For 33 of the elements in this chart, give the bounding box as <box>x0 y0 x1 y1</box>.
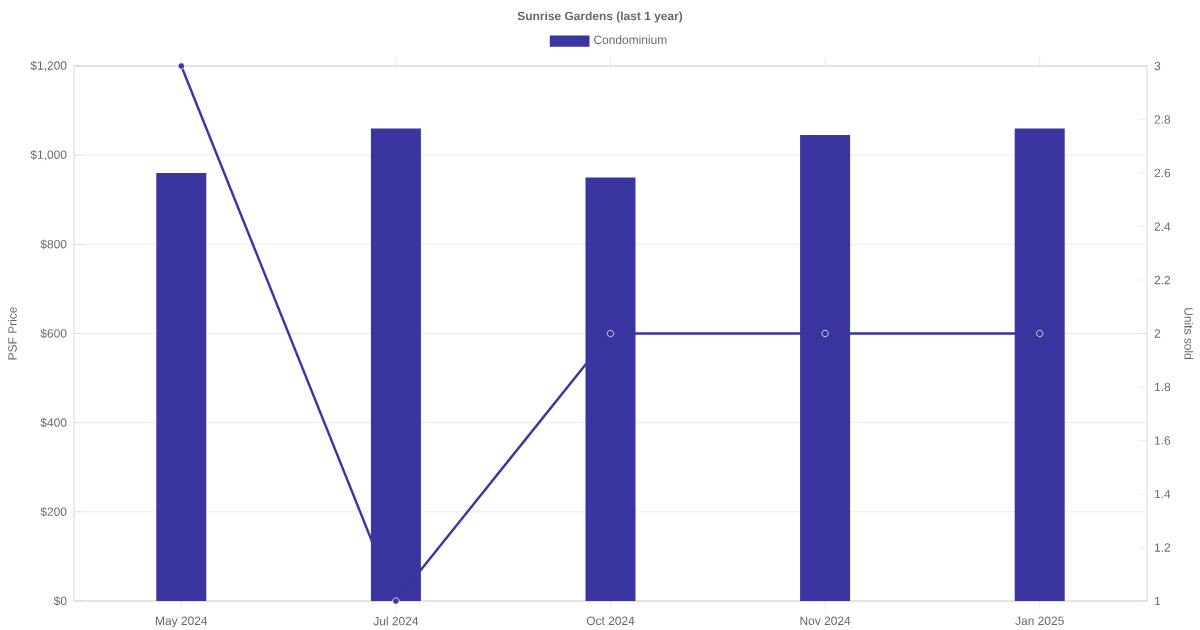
y-axis-title: PSF Price <box>7 307 17 360</box>
y2-tick-label: 2.6 <box>1154 168 1171 178</box>
x-tick-label: Nov 2024 <box>800 616 851 626</box>
point <box>177 62 185 70</box>
y2-tick-label: 1.8 <box>1154 382 1171 392</box>
y2-tick-label: 2.2 <box>1154 275 1171 285</box>
y-tick-label: $200 <box>40 506 67 517</box>
y-tick-label: $0 <box>53 596 67 606</box>
x-tick-label: Jan 2025 <box>1015 616 1064 626</box>
point <box>606 329 615 338</box>
y2-tick-label: 1 <box>1154 596 1161 606</box>
y2-tick-label: 2.4 <box>1154 222 1171 231</box>
y2-tick-label: 1.4 <box>1154 489 1171 499</box>
x-tick-label: Oct 2024 <box>586 616 635 626</box>
bar <box>156 172 207 601</box>
y-tick-label: $600 <box>40 328 67 339</box>
y-tick-label: $400 <box>40 417 67 428</box>
y-tick-label: $800 <box>40 239 67 250</box>
y2-tick-label: 1.6 <box>1154 436 1171 445</box>
point <box>821 329 829 338</box>
x-tick-label: Jul 2024 <box>373 616 419 626</box>
x-tick-label: May 2024 <box>156 616 208 628</box>
y2-tick-label: 1.2 <box>1154 543 1171 552</box>
point <box>392 597 400 605</box>
y2-tick-label: 3 <box>1154 61 1161 71</box>
point <box>1036 329 1044 338</box>
chart-title: Sunrise Gardens (last 1 year) <box>517 11 683 23</box>
legend-label: Condominium <box>594 35 667 45</box>
y-tick-label: $1,200 <box>30 60 67 72</box>
y-tick-label: $1,000 <box>30 149 67 161</box>
y2-tick-label: 2 <box>1154 329 1161 338</box>
y2-axis-title: Units sold <box>1184 308 1194 359</box>
y2-tick-label: 2.8 <box>1154 115 1171 124</box>
